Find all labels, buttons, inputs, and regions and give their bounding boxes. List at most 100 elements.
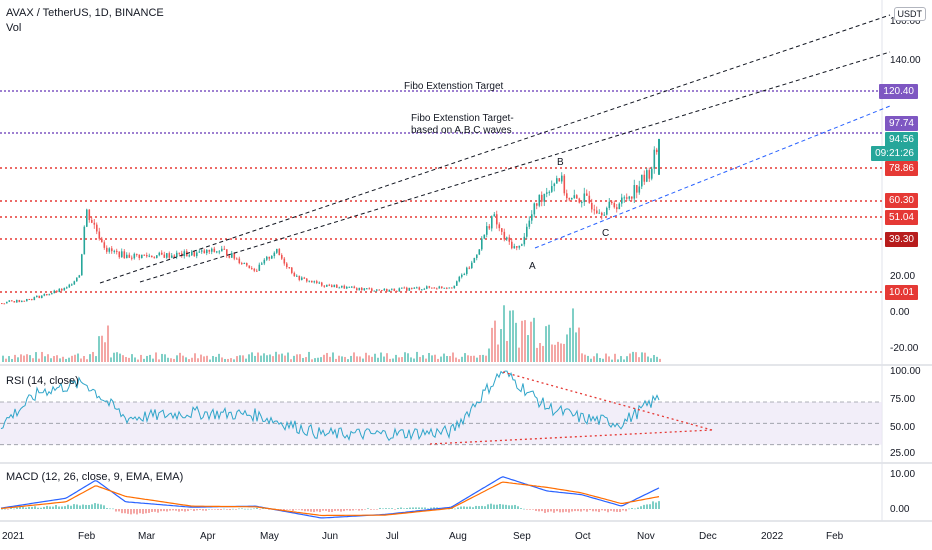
candle-body (533, 203, 536, 215)
candle-body (16, 299, 18, 303)
volume-bar (47, 354, 49, 362)
candle-body (428, 286, 431, 288)
candle-body (371, 288, 373, 291)
volume-bar (44, 356, 46, 362)
candle-body (546, 192, 548, 194)
volume-bar (455, 357, 457, 362)
volume-bar (548, 324, 550, 362)
volume-bar (95, 356, 97, 362)
volume-bar (131, 354, 133, 362)
candle-body (21, 300, 23, 303)
fibo-subtitle-line2: based on A,B,C waves (411, 125, 512, 136)
macd-hist-bar (67, 504, 69, 509)
candle-body (426, 286, 428, 289)
macd-hist-bar (70, 505, 72, 509)
volume-bar (215, 356, 217, 362)
candle-body (323, 285, 326, 287)
macd-hist-bar (484, 506, 486, 509)
candle-body (383, 288, 386, 291)
tag-120: 120.40 (879, 84, 918, 99)
macd-hist-bar (208, 508, 210, 510)
candle-body (368, 288, 371, 290)
volume-bar (572, 308, 574, 362)
candle-body (18, 299, 21, 303)
candle-body (376, 289, 378, 291)
candle-body (143, 254, 146, 256)
volume-bar (335, 358, 337, 362)
candle-body (586, 193, 588, 196)
candle-body (516, 246, 518, 248)
candle-body (173, 255, 176, 258)
volume-bar (341, 356, 343, 362)
candle-body (46, 294, 48, 296)
volume-bar (299, 354, 301, 362)
volume-bar (107, 325, 109, 362)
candle-body (278, 248, 281, 256)
macd-hist-bar (568, 509, 570, 513)
candle-body (513, 246, 516, 249)
volume-bar (125, 357, 127, 362)
candle-body (456, 281, 458, 286)
candle-body (313, 281, 316, 283)
candle-body (386, 288, 388, 292)
candle-body (581, 202, 583, 204)
volume-bar (401, 357, 403, 362)
macd-hist-bar (100, 504, 102, 509)
volume-bar (485, 355, 487, 362)
candle-body (286, 263, 288, 268)
volume-bars (2, 305, 661, 362)
candle-body (161, 252, 163, 255)
volume-bar (530, 321, 532, 362)
macd-hist-bar (268, 509, 270, 510)
volume-bar (452, 352, 454, 362)
macd-hist-bar (322, 509, 324, 511)
macd-hist-bar (649, 504, 651, 509)
volume-bar (185, 357, 187, 362)
candle-body (228, 255, 231, 258)
volume-label: Vol (6, 22, 22, 34)
volume-bar (308, 351, 310, 362)
candle-body (68, 284, 71, 288)
volume-bar (608, 356, 610, 362)
candle-body (206, 249, 208, 254)
candle-body (48, 294, 51, 296)
macd-hist-bar (121, 509, 123, 514)
macd-hist-bar (226, 509, 228, 510)
macd-hist-bar (469, 506, 471, 509)
macd-hist-bar (202, 509, 204, 511)
candle-body (411, 287, 413, 289)
macd-hist-bar (352, 509, 354, 511)
time-axis-label: Dec (699, 531, 717, 542)
macd-hist-bar (502, 504, 504, 509)
candle-body (611, 201, 613, 204)
volume-bar (179, 352, 181, 362)
macd-hist-bar (553, 509, 555, 513)
macd-hist-bar (250, 508, 252, 510)
macd-hist-bar (565, 509, 567, 512)
volume-bar (194, 353, 196, 362)
macd-hist-bar (511, 505, 513, 509)
candle-body (488, 226, 491, 229)
currency-badge[interactable]: USDT (893, 7, 926, 21)
candle-body (261, 263, 263, 265)
volume-bar (116, 352, 118, 362)
macd-hist-bar (535, 509, 537, 511)
macd-hist-bar (112, 508, 114, 510)
macd-hist-bar (475, 505, 477, 509)
macd-hist-bar (331, 509, 333, 513)
volume-bar (614, 353, 616, 362)
volume-bar (167, 357, 169, 362)
macd-hist-bar (34, 506, 36, 509)
candle-body (363, 288, 366, 291)
candle-body (226, 249, 228, 256)
macd-hist-bar (127, 509, 129, 514)
time-axis-label: Oct (575, 531, 591, 542)
macd-hist-bar (421, 507, 423, 509)
price-candles (1, 146, 658, 305)
macd-hist-bar (640, 506, 642, 509)
volume-bar (281, 353, 283, 362)
candle-body (653, 149, 656, 169)
candle-body (86, 209, 88, 227)
volume-bar (380, 352, 382, 362)
